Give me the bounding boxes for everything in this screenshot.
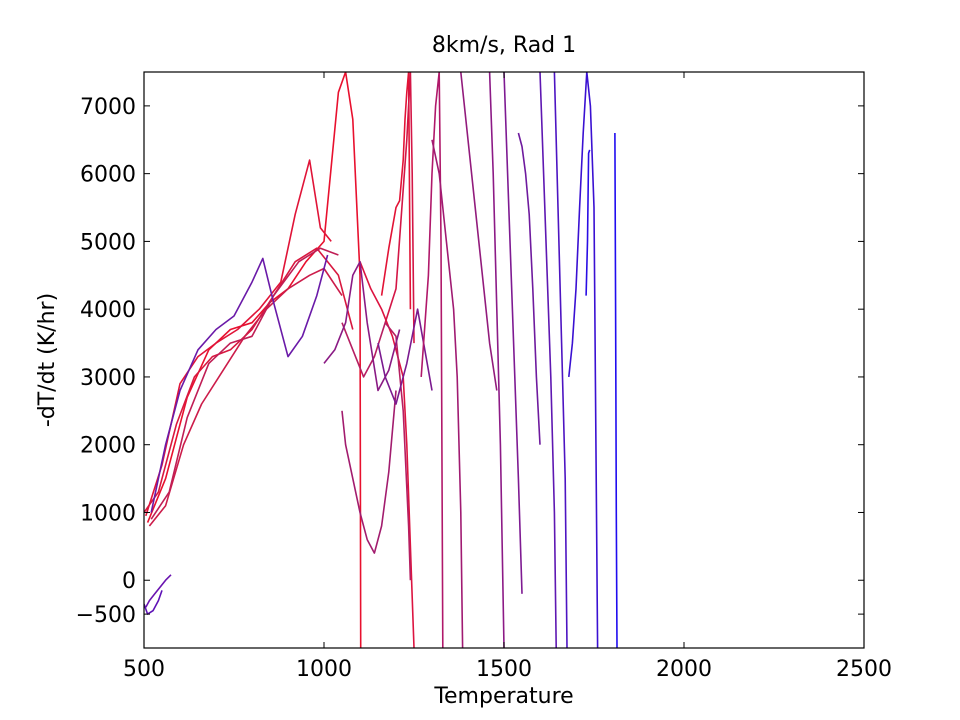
x-axis-label: Temperature [433, 684, 573, 709]
series-line-11 [341, 390, 397, 554]
series-line-14 [420, 72, 444, 648]
series-line-10 [341, 321, 412, 581]
series-line-21 [553, 72, 568, 648]
series-line-15 [431, 139, 464, 648]
series-layer [144, 72, 618, 648]
series-line-23 [585, 149, 591, 296]
y-tick-label: −500 [76, 603, 136, 628]
series-line-24 [614, 132, 618, 648]
series-line-26 [144, 590, 163, 615]
series-line-7 [380, 72, 412, 310]
series-line-18 [503, 72, 523, 594]
y-tick-label: 4000 [80, 298, 136, 323]
x-tick-label: 500 [123, 657, 165, 682]
y-axis-label: -dT/dt (K/hr) [35, 293, 60, 427]
y-tick-label: 6000 [80, 163, 136, 188]
y-tick-label: 1000 [80, 501, 136, 526]
series-line-9 [384, 72, 415, 344]
x-tick-label: 2500 [836, 657, 892, 682]
series-line-25 [145, 574, 172, 608]
series-line-13 [377, 308, 433, 405]
chart-title: 8km/s, Rad 1 [432, 33, 576, 58]
x-tick-label: 2000 [656, 657, 712, 682]
series-line-16 [460, 72, 498, 391]
x-tick-label: 1000 [296, 657, 352, 682]
series-line-17 [488, 72, 505, 648]
series-line-22 [568, 72, 599, 648]
series-line-6 [150, 254, 329, 513]
x-tick-label: 1500 [476, 657, 532, 682]
series-line-19 [517, 132, 541, 445]
tick-layer: 500 1000 1500 2000 2500 −500 0 1000 2000 3000 4000… [76, 72, 892, 682]
y-tick-label: 0 [122, 569, 136, 594]
y-tick-label: 7000 [80, 95, 136, 120]
series-line-5 [150, 247, 339, 520]
y-tick-label: 2000 [80, 434, 136, 459]
y-tick-label: 5000 [80, 230, 136, 255]
series-line-4 [148, 267, 343, 527]
series-line-20 [539, 72, 557, 648]
y-tick-label: 3000 [80, 366, 136, 391]
series-line-2 [145, 159, 332, 517]
